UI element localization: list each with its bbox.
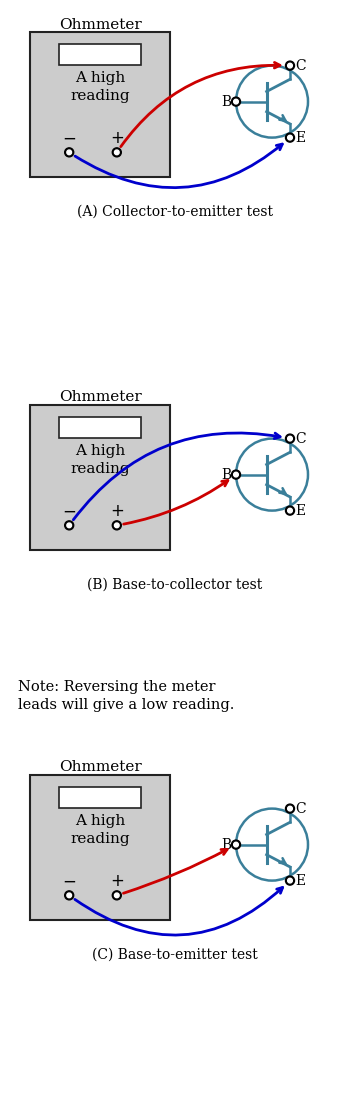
Bar: [30, 774, 170, 920]
Circle shape: [286, 506, 294, 515]
Circle shape: [112, 891, 121, 900]
Text: E: E: [295, 504, 305, 517]
Circle shape: [234, 842, 238, 847]
Circle shape: [114, 893, 119, 897]
Text: +: +: [110, 872, 124, 891]
Circle shape: [288, 437, 292, 441]
Text: A high
reading: A high reading: [70, 814, 130, 845]
Text: (C) Base-to-emitter test: (C) Base-to-emitter test: [92, 948, 258, 962]
Bar: [60, 417, 141, 439]
Circle shape: [67, 893, 71, 897]
Text: −: −: [62, 130, 76, 147]
Text: A high
reading: A high reading: [70, 444, 130, 475]
Circle shape: [114, 150, 119, 155]
Circle shape: [288, 509, 292, 513]
Text: E: E: [295, 873, 305, 888]
Circle shape: [231, 98, 240, 106]
Text: +: +: [110, 502, 124, 521]
Circle shape: [286, 804, 294, 813]
Circle shape: [67, 523, 71, 527]
Circle shape: [288, 879, 292, 883]
Circle shape: [65, 891, 74, 900]
Circle shape: [236, 65, 308, 137]
Bar: [60, 43, 141, 65]
Text: (A) Collector-to-emitter test: (A) Collector-to-emitter test: [77, 205, 273, 219]
Text: C: C: [295, 59, 306, 73]
Circle shape: [236, 809, 308, 881]
Circle shape: [112, 147, 121, 157]
Text: B: B: [221, 94, 231, 109]
Circle shape: [236, 439, 308, 511]
Text: (B) Base-to-collector test: (B) Base-to-collector test: [88, 578, 262, 592]
Circle shape: [67, 150, 71, 155]
Bar: [60, 787, 141, 809]
Circle shape: [288, 63, 292, 68]
Text: C: C: [295, 801, 306, 815]
Text: Note: Reversing the meter
leads will give a low reading.: Note: Reversing the meter leads will giv…: [18, 680, 234, 712]
Text: Ohmmeter: Ohmmeter: [59, 390, 141, 404]
Text: Ohmmeter: Ohmmeter: [59, 760, 141, 774]
Circle shape: [231, 470, 240, 479]
Circle shape: [65, 147, 74, 157]
Circle shape: [286, 61, 294, 70]
Text: C: C: [295, 432, 306, 445]
Circle shape: [231, 840, 240, 849]
Text: +: +: [110, 130, 124, 147]
Circle shape: [112, 521, 121, 530]
Bar: [30, 32, 170, 177]
Text: −: −: [62, 502, 76, 521]
Circle shape: [286, 133, 294, 142]
Text: E: E: [295, 131, 305, 145]
Circle shape: [234, 100, 238, 104]
Text: Ohmmeter: Ohmmeter: [59, 18, 141, 32]
Circle shape: [234, 472, 238, 476]
Text: B: B: [221, 838, 231, 852]
Circle shape: [114, 523, 119, 527]
Circle shape: [288, 135, 292, 140]
Circle shape: [286, 434, 294, 443]
Circle shape: [286, 876, 294, 885]
Text: B: B: [221, 468, 231, 482]
Circle shape: [65, 521, 74, 530]
Circle shape: [288, 807, 292, 811]
Bar: [30, 406, 170, 550]
Text: A high
reading: A high reading: [70, 71, 130, 103]
Text: −: −: [62, 872, 76, 891]
